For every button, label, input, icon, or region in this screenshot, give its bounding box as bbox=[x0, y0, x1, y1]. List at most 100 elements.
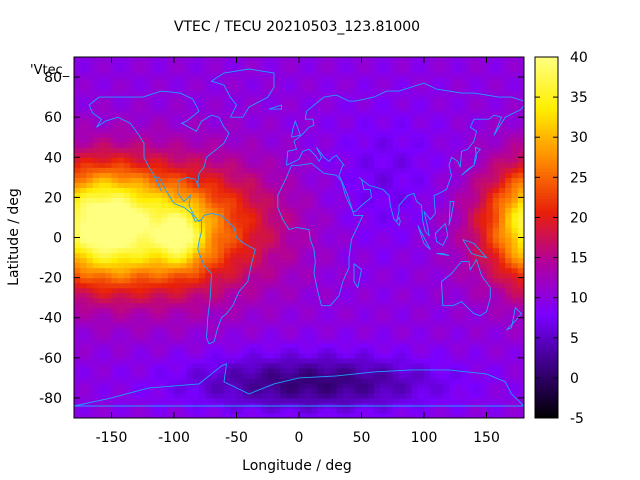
heatmap-cell bbox=[442, 397, 450, 404]
heatmap-cell bbox=[292, 77, 300, 83]
heatmap-cell bbox=[142, 207, 150, 214]
heatmap-cell bbox=[86, 367, 94, 374]
heatmap-cell bbox=[361, 382, 369, 389]
heatmap-cell bbox=[342, 177, 350, 183]
heatmap-cell bbox=[374, 267, 381, 274]
heatmap-cell bbox=[461, 197, 469, 203]
heatmap-cell bbox=[186, 82, 194, 88]
heatmap-cell bbox=[442, 352, 450, 359]
heatmap-cell bbox=[330, 352, 338, 359]
heatmap-cell bbox=[217, 267, 225, 274]
heatmap-cell bbox=[92, 117, 100, 123]
heatmap-cell bbox=[205, 187, 213, 193]
heatmap-cell bbox=[192, 262, 200, 269]
heatmap-cell bbox=[205, 287, 213, 294]
heatmap-cell bbox=[274, 87, 281, 93]
heatmap-cell bbox=[455, 232, 463, 239]
heatmap-cell bbox=[436, 142, 444, 148]
heatmap-cell bbox=[192, 357, 200, 364]
heatmap-cell bbox=[442, 382, 450, 389]
heatmap-cell bbox=[155, 362, 163, 369]
heatmap-cell bbox=[517, 262, 524, 269]
heatmap-cell bbox=[436, 367, 444, 374]
heatmap-cell bbox=[117, 202, 125, 209]
heatmap-cell bbox=[211, 317, 219, 324]
heatmap-cell bbox=[105, 372, 113, 379]
heatmap-cell bbox=[317, 407, 325, 414]
heatmap-cell bbox=[167, 147, 175, 153]
heatmap-cell bbox=[380, 152, 388, 158]
heatmap-cell bbox=[99, 107, 106, 113]
heatmap-cell bbox=[249, 142, 256, 148]
heatmap-cell bbox=[330, 192, 338, 198]
heatmap-cell bbox=[486, 147, 494, 153]
heatmap-cell bbox=[474, 407, 481, 414]
heatmap-cell bbox=[286, 232, 294, 239]
heatmap-cell bbox=[505, 122, 513, 128]
heatmap-cell bbox=[142, 377, 150, 384]
heatmap-cell bbox=[292, 197, 300, 203]
heatmap-cell bbox=[405, 97, 413, 103]
heatmap-cell bbox=[80, 252, 88, 259]
heatmap-cell bbox=[111, 297, 119, 304]
heatmap-cell bbox=[111, 257, 119, 264]
heatmap-cell bbox=[155, 217, 163, 224]
heatmap-cell bbox=[480, 167, 488, 173]
heatmap-cell bbox=[430, 292, 438, 299]
heatmap-cell bbox=[461, 297, 469, 304]
heatmap-cell bbox=[417, 277, 425, 284]
heatmap-cell bbox=[511, 187, 519, 193]
heatmap-cell bbox=[311, 247, 319, 254]
heatmap-cell bbox=[342, 117, 350, 123]
heatmap-cell bbox=[230, 222, 238, 229]
heatmap-cell bbox=[399, 287, 406, 294]
heatmap-cell bbox=[442, 107, 450, 113]
heatmap-cell bbox=[242, 72, 250, 78]
heatmap-cell bbox=[342, 257, 350, 264]
heatmap-cell bbox=[505, 157, 513, 163]
heatmap-cell bbox=[361, 387, 369, 394]
heatmap-cell bbox=[499, 397, 506, 404]
heatmap-cell bbox=[80, 277, 88, 284]
heatmap-cell bbox=[192, 282, 200, 289]
heatmap-cell bbox=[392, 372, 400, 379]
heatmap-cell bbox=[255, 192, 263, 198]
heatmap-cell bbox=[142, 352, 150, 359]
heatmap-cell bbox=[474, 272, 481, 279]
heatmap-cell bbox=[492, 237, 500, 244]
heatmap-cell bbox=[511, 392, 519, 399]
heatmap-cell bbox=[299, 257, 306, 264]
heatmap-cell bbox=[180, 167, 188, 173]
heatmap-cell bbox=[155, 172, 163, 178]
heatmap-cell bbox=[330, 247, 338, 254]
heatmap-cell bbox=[236, 392, 244, 399]
heatmap-cell bbox=[342, 72, 350, 78]
heatmap-cell bbox=[249, 92, 256, 98]
heatmap-cell bbox=[411, 297, 419, 304]
heatmap-cell bbox=[124, 382, 131, 389]
heatmap-cell bbox=[455, 342, 463, 349]
heatmap-cell bbox=[330, 202, 338, 209]
heatmap-cell bbox=[299, 327, 306, 334]
heatmap-cell bbox=[211, 112, 219, 118]
heatmap-cell bbox=[355, 307, 363, 314]
heatmap bbox=[74, 57, 524, 418]
heatmap-cell bbox=[117, 167, 125, 173]
heatmap-cell bbox=[430, 337, 438, 344]
heatmap-cell bbox=[299, 157, 306, 163]
heatmap-cell bbox=[211, 352, 219, 359]
heatmap-cell bbox=[324, 152, 331, 158]
heatmap-cell bbox=[486, 387, 494, 394]
heatmap-cell bbox=[199, 262, 206, 269]
heatmap-cell bbox=[355, 152, 363, 158]
heatmap-cell bbox=[330, 227, 338, 234]
heatmap-cell bbox=[517, 302, 524, 309]
heatmap-cell bbox=[217, 237, 225, 244]
heatmap-cell bbox=[474, 247, 481, 254]
heatmap-cell bbox=[255, 202, 263, 209]
heatmap-cell bbox=[474, 317, 481, 324]
heatmap-cell bbox=[461, 247, 469, 254]
heatmap-cell bbox=[442, 157, 450, 163]
heatmap-cell bbox=[342, 222, 350, 229]
heatmap-cell bbox=[492, 252, 500, 259]
